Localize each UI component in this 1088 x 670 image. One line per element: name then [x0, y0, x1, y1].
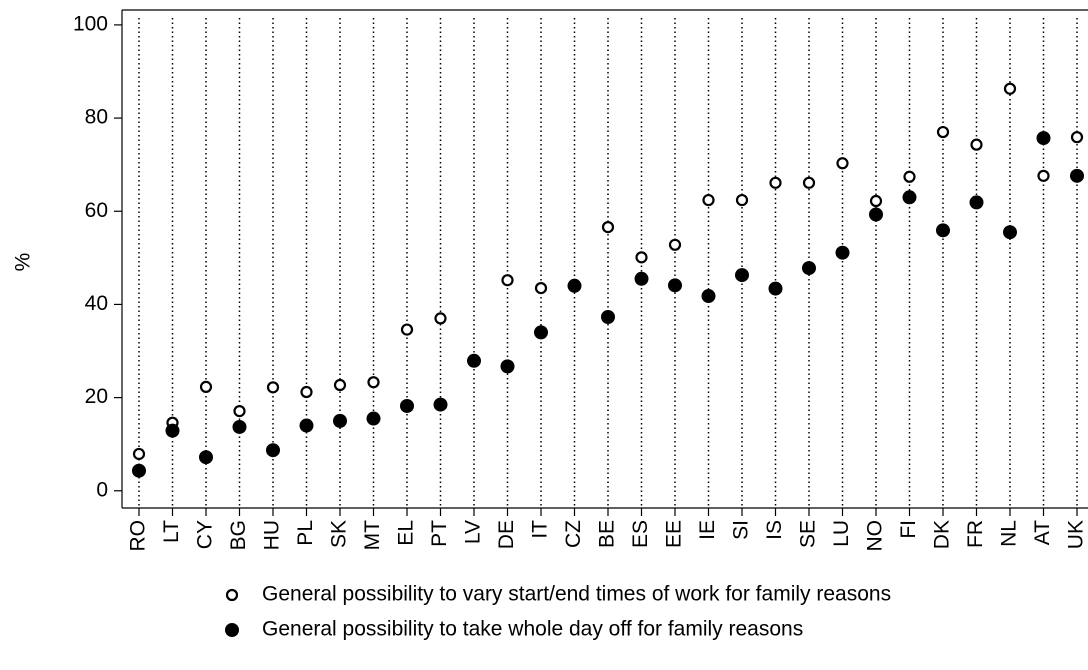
filled-dot — [634, 271, 649, 286]
x-tick-label: CY — [194, 520, 217, 549]
filled-dot — [165, 423, 180, 438]
open-dot — [266, 381, 280, 394]
x-tick-label: NL — [998, 520, 1021, 547]
x-tick-label: HU — [261, 520, 284, 550]
filled-dot — [701, 289, 716, 304]
filled-dot — [266, 443, 280, 458]
x-tick-label: BE — [596, 520, 619, 548]
open-dot — [702, 193, 715, 207]
open-dot — [1003, 82, 1017, 95]
x-tick-label: EE — [663, 520, 686, 548]
filled-dot — [232, 419, 247, 434]
x-tick-label: NO — [864, 520, 887, 552]
x-tick-label: LU — [830, 520, 853, 547]
filled-dot — [366, 411, 381, 426]
x-tick-label: SK — [328, 520, 351, 548]
open-dot — [534, 282, 548, 295]
open-dot — [802, 176, 816, 189]
filled-dot — [132, 463, 146, 478]
open-dot — [903, 170, 916, 183]
legend-marker — [225, 623, 239, 637]
x-tick-label: PL — [294, 520, 317, 546]
x-tick-label: CZ — [562, 520, 585, 548]
open-dot — [1037, 169, 1050, 182]
x-tick-label: SE — [797, 520, 820, 548]
filled-dot — [199, 450, 213, 465]
filled-dot — [902, 190, 917, 205]
filled-dot — [1070, 168, 1084, 183]
filled-dot — [333, 413, 347, 428]
open-dot — [434, 312, 447, 325]
x-tick-label: EL — [395, 520, 418, 546]
filled-dot — [668, 278, 682, 293]
x-tick-label: SI — [730, 520, 753, 540]
x-tick-label: IS — [763, 520, 786, 540]
filled-dot — [534, 325, 548, 340]
filled-dot — [735, 268, 749, 283]
x-tick-label: PT — [428, 520, 451, 547]
x-tick-label: FR — [964, 520, 987, 548]
legend-marker — [225, 588, 239, 602]
open-dot — [1070, 131, 1084, 144]
filled-dot — [567, 278, 582, 293]
filled-dot — [400, 398, 414, 413]
x-tick-label: MT — [361, 520, 384, 550]
open-dot — [400, 323, 414, 336]
open-dot — [132, 447, 146, 461]
open-dot — [970, 138, 983, 151]
legend-label: General possibility to vary start/end ti… — [262, 583, 891, 606]
open-dot — [869, 194, 883, 208]
x-tick-label: IE — [696, 520, 719, 540]
open-dot — [735, 193, 749, 207]
legend-label: General possibility to take whole day of… — [262, 618, 803, 641]
x-tick-label: RO — [127, 520, 150, 552]
x-tick-label: BG — [227, 520, 250, 550]
filled-dot — [500, 359, 515, 374]
open-dot — [936, 125, 950, 139]
x-tick-label: ES — [629, 520, 652, 548]
open-dot — [199, 380, 213, 393]
open-dot — [601, 220, 615, 234]
filled-dot — [936, 223, 950, 238]
open-dot — [233, 405, 246, 418]
filled-dot — [467, 353, 481, 368]
x-tick-label: LT — [160, 520, 183, 543]
open-dot — [333, 378, 347, 392]
x-tick-label: UK — [1065, 520, 1088, 549]
filled-dot — [768, 281, 783, 296]
open-dot — [300, 385, 313, 399]
open-dot — [367, 376, 380, 389]
filled-dot — [601, 309, 615, 324]
y-tick-label: 80 — [85, 106, 108, 129]
filled-dot — [1036, 131, 1051, 146]
filled-dot — [433, 397, 448, 412]
x-tick-label: DE — [495, 520, 518, 549]
y-tick-label: 20 — [85, 385, 108, 408]
filled-dot — [802, 261, 816, 276]
open-dot — [501, 274, 514, 287]
open-dot — [836, 157, 849, 170]
y-tick-label: 60 — [85, 199, 108, 222]
filled-dot — [835, 245, 850, 260]
y-tick-label: 0 — [96, 478, 108, 501]
x-tick-label: IT — [529, 520, 552, 539]
y-tick-label: 40 — [85, 292, 108, 315]
x-tick-label: DK — [931, 520, 954, 549]
y-tick-label: 100 — [73, 12, 108, 35]
filled-dot — [869, 207, 883, 222]
open-dot — [668, 238, 682, 251]
y-axis-label: % — [12, 253, 35, 272]
filled-dot — [1003, 225, 1017, 240]
x-tick-label: FI — [897, 520, 920, 539]
open-dot — [635, 251, 648, 264]
x-tick-label: AT — [1031, 520, 1054, 545]
filled-dot — [299, 418, 314, 433]
open-dot — [769, 176, 782, 189]
x-tick-label: LV — [462, 520, 485, 544]
filled-dot — [969, 195, 984, 210]
